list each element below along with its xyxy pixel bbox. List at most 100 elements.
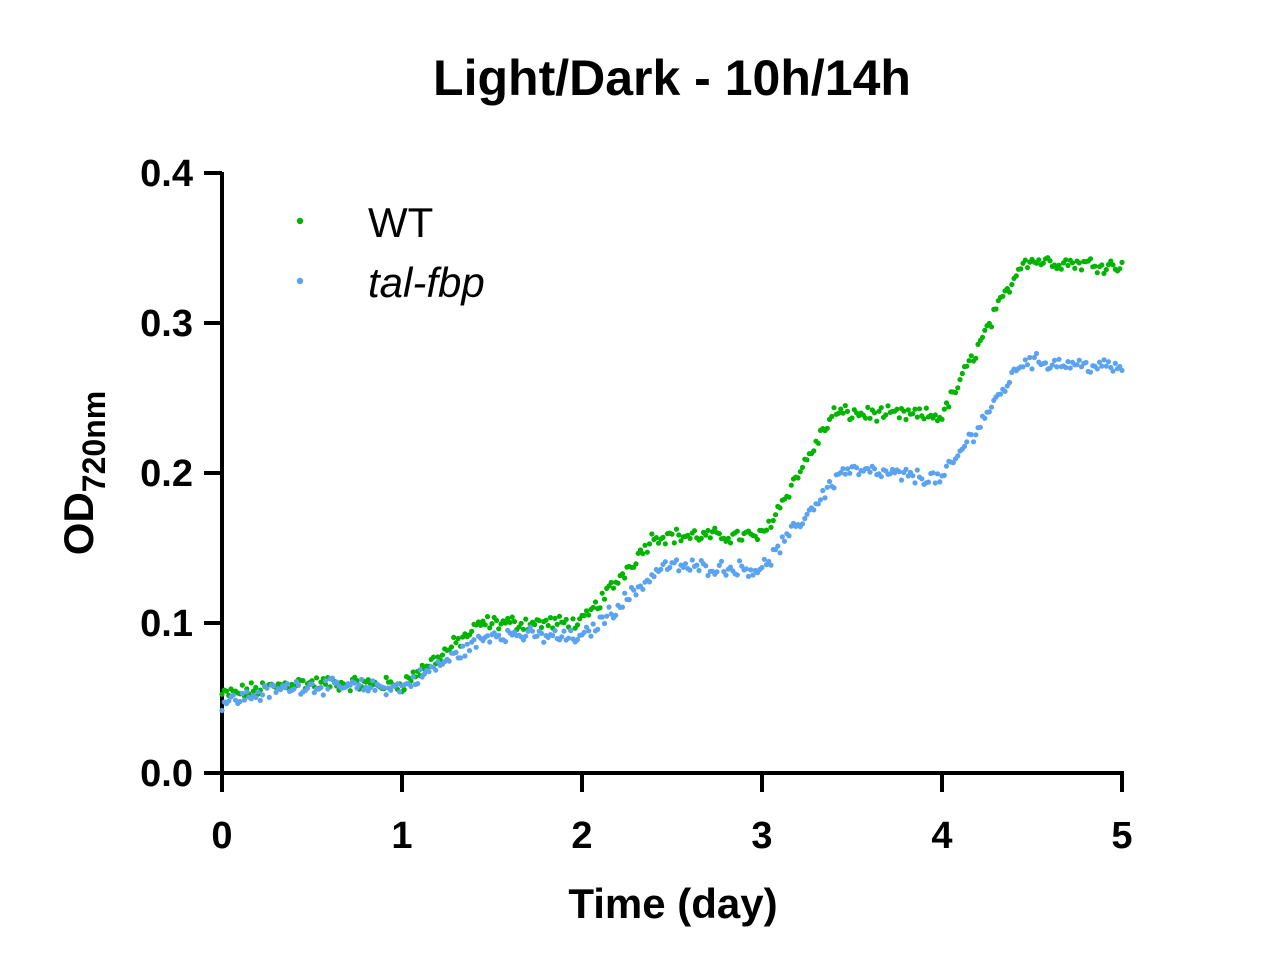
data-point <box>358 676 365 683</box>
data-point <box>439 652 446 658</box>
data-point <box>482 622 488 628</box>
data-point <box>939 416 945 422</box>
data-point <box>838 470 844 476</box>
data-point <box>417 667 423 673</box>
data-point <box>651 574 657 580</box>
data-point <box>273 689 279 696</box>
data-point <box>322 678 329 684</box>
data-point <box>831 405 837 411</box>
data-point <box>365 677 371 683</box>
data-point <box>874 418 880 424</box>
x-tick-label: 3 <box>751 815 772 857</box>
data-point <box>1083 359 1089 366</box>
data-point <box>1094 270 1100 276</box>
data-point <box>937 479 943 485</box>
data-point <box>734 528 740 534</box>
data-point <box>975 341 981 347</box>
data-points <box>219 255 1125 714</box>
data-point <box>356 682 362 688</box>
data-point <box>1092 263 1098 269</box>
data-point <box>1024 362 1031 368</box>
data-point <box>1036 257 1042 263</box>
data-point <box>950 460 956 466</box>
data-point <box>446 658 452 664</box>
data-point <box>703 532 709 538</box>
data-point <box>934 471 941 477</box>
data-point <box>1063 257 1069 263</box>
data-point <box>291 686 297 692</box>
data-point <box>304 685 311 691</box>
data-point <box>736 558 743 564</box>
data-point <box>1065 359 1071 365</box>
data-point <box>352 680 358 686</box>
data-point <box>997 391 1004 397</box>
data-point <box>786 494 792 500</box>
data-point <box>707 535 713 541</box>
data-point <box>1105 359 1112 365</box>
data-point <box>1117 363 1123 370</box>
data-point <box>613 612 619 618</box>
data-point <box>415 681 421 687</box>
legend-marker <box>296 277 304 285</box>
data-point <box>241 697 248 703</box>
data-point <box>770 517 776 524</box>
data-point <box>961 443 968 449</box>
data-point <box>574 637 581 643</box>
data-point <box>817 497 824 503</box>
data-point <box>829 413 835 420</box>
data-point <box>523 633 529 639</box>
data-point <box>1096 359 1103 365</box>
data-point <box>219 707 225 714</box>
data-point <box>964 363 970 369</box>
x-ticks: 0 1 2 3 4 5 <box>211 773 1133 857</box>
data-point <box>601 620 608 627</box>
data-point <box>804 457 810 463</box>
x-tick-label: 1 <box>391 815 412 857</box>
data-point <box>842 403 848 409</box>
data-point <box>538 624 545 631</box>
data-point <box>1076 260 1082 266</box>
data-point <box>383 674 389 681</box>
data-point <box>496 626 502 632</box>
data-point <box>943 400 950 406</box>
data-point <box>1024 265 1031 271</box>
data-point <box>239 682 245 688</box>
data-point <box>727 540 734 546</box>
y-tick-label: 0.1 <box>140 603 193 645</box>
data-point <box>916 406 923 412</box>
data-point <box>1013 273 1019 279</box>
data-point <box>964 439 970 445</box>
data-point <box>586 628 592 634</box>
data-point <box>844 466 851 472</box>
data-point <box>777 550 783 556</box>
data-point <box>799 464 806 470</box>
data-point <box>646 541 653 547</box>
data-point <box>910 411 916 417</box>
data-point <box>590 604 596 611</box>
data-point <box>662 541 668 547</box>
data-point <box>867 469 873 475</box>
data-point <box>898 477 905 483</box>
data-point <box>1000 293 1006 299</box>
data-point <box>988 404 995 410</box>
data-point <box>779 534 785 540</box>
data-point <box>586 612 592 618</box>
data-point <box>835 410 842 416</box>
data-point <box>885 403 891 409</box>
data-point <box>527 624 533 630</box>
data-point <box>642 542 648 548</box>
data-point <box>761 556 767 562</box>
x-tick-label: 4 <box>931 815 952 857</box>
data-point <box>1094 366 1100 372</box>
data-point <box>811 448 817 454</box>
data-point <box>451 634 457 641</box>
data-point <box>541 639 547 645</box>
data-point <box>1031 354 1037 361</box>
data-point <box>574 622 581 628</box>
data-point <box>1058 266 1064 272</box>
data-point <box>383 692 389 698</box>
data-point <box>955 385 961 391</box>
data-point <box>502 620 509 626</box>
data-point <box>253 684 259 691</box>
